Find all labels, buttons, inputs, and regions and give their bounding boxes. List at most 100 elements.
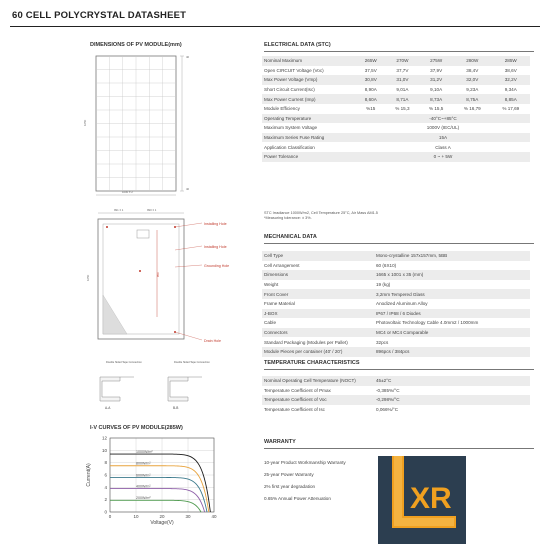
- electrical-row: Short Circuit Current(Isc) 8,90A 9,01A 9,10…: [262, 84, 530, 95]
- electrical-value: 31,0V: [385, 75, 420, 85]
- y-tick-label: 6: [104, 473, 107, 478]
- electrical-value: 9,23A: [453, 84, 492, 95]
- iv-series-line: [110, 488, 206, 513]
- height-dimension: 1650: [83, 119, 87, 126]
- electrical-span-row: Application Classification Class A: [262, 142, 530, 152]
- electrical-span-row: Power Tolerance 0 ~ + 5W: [262, 151, 530, 162]
- svg-text:1650: 1650: [86, 274, 90, 281]
- electrical-row: Open CIRCUIT Voltage (Voc) 37,5V 37,7V 37,9…: [262, 65, 530, 76]
- mechanical-row: Weight 19 (kg): [262, 279, 530, 290]
- electrical-value: %15: [356, 103, 386, 114]
- mechanical-row-value: 896pcs / 384pcs: [374, 346, 530, 357]
- iv-curves-heading: I-V CURVES OF PV MODULE(285W): [90, 425, 183, 431]
- electrical-row-label: Max Power Voltage (Vmp): [262, 75, 356, 85]
- title-divider: [10, 26, 540, 27]
- mechanical-row: Cell Arrangement 60 (6X10): [262, 260, 530, 271]
- electrical-value: % 15,3: [385, 103, 420, 114]
- iv-series-label: 1000W/m²: [136, 450, 153, 454]
- drain-hole-label: Drain Hole: [204, 339, 221, 343]
- iv-series-label: 600W/m²: [136, 473, 151, 477]
- electrical-value: 275W: [419, 56, 454, 66]
- electrical-value: 9,01A: [385, 84, 420, 95]
- temperature-row-value: -0,298%/°C: [374, 395, 530, 405]
- mechanical-row-label: Module Pieces per container (40' / 20'): [262, 346, 374, 357]
- mechanical-table: Cell Type Mono-crystalline 157x157mm, 5BB…: [262, 251, 530, 357]
- iv-series-line: [110, 499, 202, 513]
- electrical-value: 8,85A: [491, 94, 530, 104]
- electrical-value: 37,5V: [356, 65, 386, 76]
- electrical-value: 31,2V: [419, 75, 454, 85]
- electrical-value: 8,71A: [385, 94, 420, 104]
- mechanical-heading: MECHANICAL DATA: [264, 234, 317, 240]
- electrical-value: 15A: [356, 132, 530, 143]
- y-axis-label: Current(A): [86, 463, 92, 487]
- temperature-heading: TEMPERATURE CHARACTERISTICS: [264, 360, 360, 366]
- temperature-row-value: 45±2°C: [374, 376, 530, 386]
- temperature-row-value: -0,385%/°C: [374, 385, 530, 396]
- mechanical-row: Cable Photovoltaic Technology Cable 4.0mm…: [262, 318, 530, 328]
- tolerance-note: *Measuring tolerance: ± 3%.: [264, 216, 312, 220]
- x-tick-label: 40: [211, 514, 217, 519]
- mechanical-row: Cell Type Mono-crystalline 157x157mm, 5BB: [262, 251, 530, 261]
- electrical-value: 37,9V: [419, 65, 454, 76]
- electrical-heading: ELECTRICAL DATA (STC): [264, 42, 331, 48]
- electrical-value: 9,10A: [419, 84, 454, 95]
- electrical-value: 270W: [385, 56, 420, 66]
- svg-text:40: 40: [186, 187, 190, 191]
- installing-hole-label-2: Installing Hole: [204, 245, 227, 249]
- stc-note: STC Irradiance 1000W/m2, Cell Temperatur…: [264, 211, 378, 215]
- warranty-heading: WARRANTY: [264, 439, 296, 445]
- mechanical-row-value: 60 (6X10): [374, 260, 530, 271]
- electrical-row-label: Nominal Maximum: [262, 56, 356, 66]
- mechanical-row-label: Weight: [262, 279, 374, 290]
- page-title: 60 CELL POLYCRYSTAL DATASHEET: [12, 10, 187, 21]
- panel-front-diagram: 1000 ± 2 1650 40 40: [83, 55, 190, 196]
- temperature-row-label: Temperature Coefficient of Pmax: [262, 385, 374, 396]
- mechanical-row-label: Dimensions: [262, 270, 374, 280]
- grounding-hole-label: Grounding Hole: [204, 264, 229, 268]
- electrical-value: 32,2V: [491, 75, 530, 85]
- warranty-item: 25-year Power Warranty: [264, 472, 314, 477]
- iv-series-label: 800W/m²: [136, 462, 151, 466]
- electrical-value: 38,4V: [453, 65, 492, 76]
- temperature-row: Temperature Coefficient of Voc -0,298%/°C: [262, 395, 530, 405]
- temperature-table: Nominal Operating Cell Temperature (NOCT…: [262, 376, 530, 415]
- electrical-value: 285W: [491, 56, 530, 66]
- mechanical-row: Module Pieces per container (40' / 20') 8…: [262, 346, 530, 357]
- section-b-label: B-B: [173, 406, 178, 410]
- electrical-value: 38,6V: [491, 65, 530, 76]
- plot-frame: [109, 437, 215, 513]
- svg-text:Double Sided Tape Connection: Double Sided Tape Connection: [106, 360, 142, 364]
- electrical-row-label: Maximum System Voltage: [262, 123, 356, 133]
- y-tick-label: 4: [104, 485, 107, 490]
- section-a-label: A-A: [105, 406, 111, 410]
- mechanical-row-label: J-BOX: [262, 308, 374, 319]
- temperature-row-label: Temperature Coefficient of Isc: [262, 404, 374, 415]
- electrical-row: Nominal Maximum 265W 270W 275W 280W 285W: [262, 56, 530, 66]
- electrical-row: Max Power Current (Imp) 8,60A 8,71A 8,73A 8,…: [262, 94, 530, 104]
- x-tick-label: 20: [159, 514, 165, 519]
- mechanical-row-label: Cable: [262, 318, 374, 328]
- electrical-row-label: Max Power Current (Imp): [262, 94, 356, 104]
- electrical-row-label: Open CIRCUIT Voltage (Voc): [262, 65, 356, 76]
- iv-series-label: 400W/m²: [136, 484, 151, 488]
- electrical-row-label: Short Circuit Current(Isc): [262, 84, 356, 95]
- iv-series-line: [110, 477, 208, 513]
- frame-width: 991 ± 1: [114, 208, 124, 212]
- y-tick-label: 8: [104, 460, 107, 465]
- electrical-table: Nominal Maximum 265W 270W 275W 280W 285W Open …: [262, 56, 530, 162]
- mechanical-row-value: Anodized Aluminum Alloy: [374, 298, 530, 309]
- electrical-value: -40°C~+85°C: [356, 113, 530, 124]
- temperature-row: Temperature Coefficient of Pmax -0,385%/°…: [262, 385, 530, 396]
- mechanical-row: Front Cover 3,2mm Tempered Glass: [262, 289, 530, 299]
- warranty-divider: [264, 448, 534, 449]
- mechanical-row-label: Front Cover: [262, 289, 374, 299]
- mechanical-row: Dimensions 1665 x 1001 x 35 (mm): [262, 270, 530, 280]
- x-axis-label: Voltage(V): [150, 520, 174, 526]
- mechanical-row: J-BOX IP67 / IP68 / 6 Diodes: [262, 308, 530, 319]
- y-tick-label: 0: [104, 510, 107, 515]
- dimensions-heading: DIMENSIONS OF PV MODULE(mm): [90, 42, 182, 48]
- warranty-item: 2% first year degradation: [264, 484, 316, 489]
- mechanical-row-value: 32pcs: [374, 337, 530, 347]
- y-tick-label: 10: [102, 448, 108, 453]
